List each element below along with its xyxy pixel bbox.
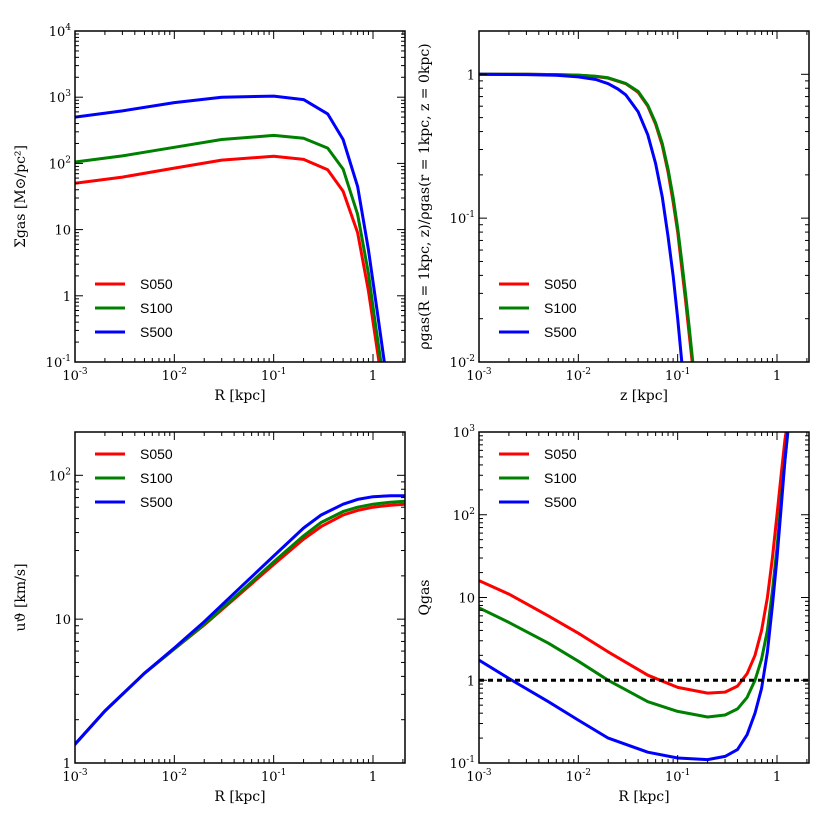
legend-label-s500: S500 [140, 324, 173, 340]
legend-label-s500: S500 [140, 494, 173, 510]
legend-label-s050: S050 [544, 276, 577, 292]
legend-label-s500: S500 [544, 494, 577, 510]
x-tick-label: 10-1 [261, 768, 286, 785]
legend: S050 S100 S500 [499, 446, 577, 510]
panel-gas-surface-density: 10-3 10-2 10-1 1 10-1 1 10 102 103 104 R [kpc] Σgas… [13, 23, 406, 404]
legend-label-s100: S100 [140, 300, 173, 316]
x-axis-label: z [kpc] [620, 388, 668, 404]
x-tick-label: 10-3 [466, 367, 492, 384]
y-tick-label: 10-1 [46, 354, 71, 371]
y-axis-label: Qgas [417, 580, 433, 616]
series-line-s100 [75, 133, 383, 362]
legend-label-s050: S050 [140, 446, 173, 462]
legend-label-s100: S100 [544, 470, 577, 486]
x-tick-label: 10-1 [665, 768, 690, 785]
y-tick-label: 102 [453, 507, 475, 524]
y-tick-label: 102 [49, 155, 71, 172]
x-tick-label: 10-2 [162, 768, 187, 785]
y-tick-label: 10-1 [450, 210, 475, 227]
y-tick-label: 103 [453, 424, 476, 441]
x-tick-label: 10-3 [466, 768, 492, 785]
y-tick-label: 10 [54, 613, 71, 628]
series-line-s500 [479, 72, 684, 362]
y-tick-label: 10-2 [450, 354, 475, 371]
y-tick-label: 10 [54, 224, 71, 239]
x-tick-label: 1 [773, 770, 781, 785]
series-line-s050 [479, 72, 694, 362]
y-axis-label: Σgas [M⊙/pc²] [13, 145, 29, 248]
series-line-s050 [479, 432, 788, 695]
x-axis-label: R [kpc] [214, 789, 265, 805]
x-tick-label: 10-1 [261, 367, 286, 384]
x-tick-label: 1 [773, 369, 781, 384]
y-tick-label: 104 [49, 23, 72, 40]
x-axis-label: R [kpc] [618, 789, 669, 805]
series-line-s500 [479, 432, 790, 762]
legend: S050 S100 S500 [499, 276, 577, 340]
panel-toomre-q: 10-3 10-2 10-1 1 10-1 1 10 102 103 R [kpc] Qgas S05… [417, 424, 810, 805]
panel-gas-density-profile: 10-3 10-2 10-1 110-210-11z [kpc]ρgas(R = 1k… [417, 30, 810, 404]
y-tick-label: 103 [49, 89, 72, 106]
series-line-s050 [75, 154, 381, 362]
series-line-s500 [75, 494, 405, 746]
y-tick-label: 10 [458, 592, 475, 607]
axis-ticks [478, 431, 809, 764]
legend-label-s050: S050 [544, 446, 577, 462]
axis-ticks [74, 30, 405, 363]
plot-area [479, 432, 809, 762]
legend-label-s100: S100 [140, 470, 173, 486]
y-tick-label: 1 [467, 674, 475, 689]
y-tick-label: 1 [63, 757, 71, 772]
y-axis-label: uϑ [km/s] [13, 563, 29, 631]
axis-ticks [478, 30, 809, 363]
plot-area [75, 94, 386, 362]
y-tick-label: 102 [49, 467, 71, 484]
plot-frame [74, 30, 406, 363]
plot-frame [478, 30, 810, 363]
plot-frame [74, 431, 406, 764]
x-tick-label: 10-3 [62, 367, 88, 384]
plot-area [75, 494, 405, 746]
x-tick-label: 10-1 [665, 367, 690, 384]
y-axis-label: ρgas(R = 1kpc, z)/ρgas(r = 1kpc, z = 0kp… [417, 43, 433, 349]
axis-ticks [74, 431, 405, 764]
plot-area [479, 72, 695, 362]
series-line-s050 [75, 502, 405, 746]
y-tick-label: 1 [63, 290, 71, 305]
series-line-s100 [479, 432, 790, 719]
y-tick-label: 10-1 [450, 755, 475, 772]
x-tick-label: 1 [369, 369, 377, 384]
legend-label-s050: S050 [140, 276, 173, 292]
legend-label-s100: S100 [544, 300, 577, 316]
legend-label-s500: S500 [544, 324, 577, 340]
x-tick-label: 10-3 [62, 768, 88, 785]
plot-frame [478, 431, 810, 764]
x-axis-label: R [kpc] [214, 388, 265, 404]
x-tick-label: 10-2 [566, 768, 591, 785]
series-line-s100 [479, 72, 695, 362]
series-line-s500 [75, 94, 386, 362]
series-line-s100 [75, 499, 405, 746]
y-tick-label: 1 [467, 68, 475, 83]
legend: S050 S100 S500 [95, 446, 173, 510]
x-tick-label: 1 [369, 770, 377, 785]
legend: S050 S100 S500 [95, 276, 173, 340]
x-tick-label: 10-2 [162, 367, 187, 384]
x-tick-label: 10-2 [566, 367, 591, 384]
